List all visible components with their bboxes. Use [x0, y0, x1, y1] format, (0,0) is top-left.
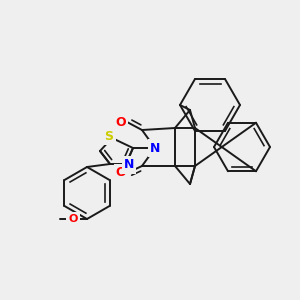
- Text: O: O: [116, 116, 126, 128]
- Text: O: O: [116, 167, 126, 179]
- Text: O: O: [68, 214, 78, 224]
- Text: S: S: [104, 130, 113, 142]
- Text: N: N: [124, 158, 134, 172]
- Text: N: N: [150, 142, 160, 154]
